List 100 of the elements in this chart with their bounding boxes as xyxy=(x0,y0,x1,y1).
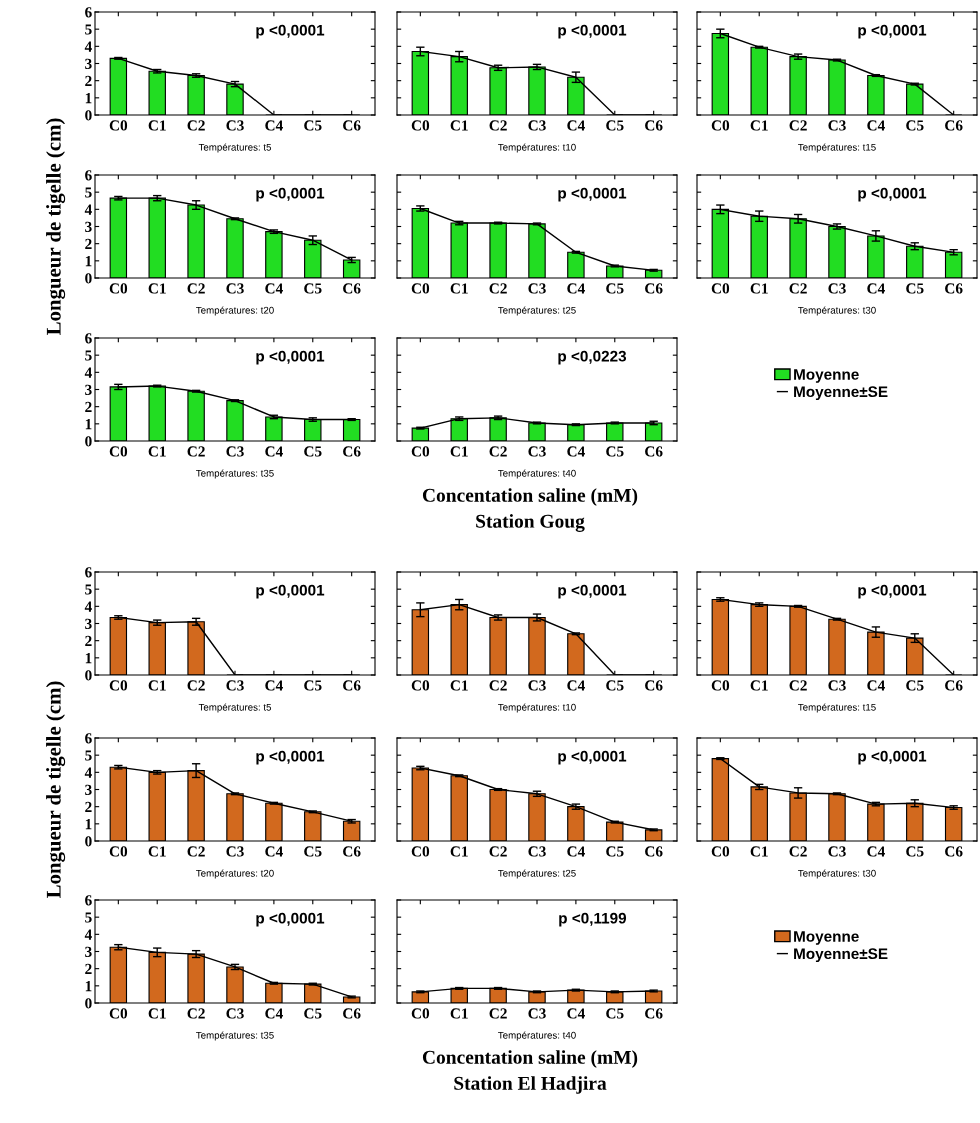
annotation: p <0,0001 xyxy=(256,24,325,39)
x-tick-label: C4 xyxy=(567,846,585,857)
x-axis-title: Températures: t40 xyxy=(498,1031,576,1041)
x-tick-label: C4 xyxy=(867,680,885,691)
x-tick-label: C5 xyxy=(304,283,322,294)
x-tick-label: C5 xyxy=(304,120,322,131)
annotation: p <0,0001 xyxy=(256,584,325,599)
x-tick-label: C2 xyxy=(187,120,205,131)
x-tick-label: C3 xyxy=(226,446,244,457)
x-tick-label: C2 xyxy=(789,120,807,131)
x-tick-label: C0 xyxy=(711,680,730,691)
x-tick-label: C3 xyxy=(226,680,244,691)
x-tick-label: C2 xyxy=(187,446,205,457)
x-tick-label: C5 xyxy=(906,283,924,294)
x-tick-label: C1 xyxy=(450,446,468,457)
x-axis-title: Températures: t35 xyxy=(196,469,274,479)
x-tick-label: C6 xyxy=(945,846,963,857)
x-axis-title: Températures: t25 xyxy=(498,306,576,316)
annotation: p <0,0223 xyxy=(558,350,627,365)
x-tick-label: C1 xyxy=(148,1008,166,1019)
x-tick-label: C4 xyxy=(567,1008,585,1019)
x-axis-title: Températures: t15 xyxy=(798,143,876,153)
annotation: p <0,0001 xyxy=(256,187,325,202)
annotation: p <0,0001 xyxy=(858,750,927,765)
x-tick-label: C1 xyxy=(450,283,468,294)
x-tick-label: C0 xyxy=(109,120,128,131)
x-tick-label: C6 xyxy=(645,1008,663,1019)
x-tick-label: C6 xyxy=(343,120,361,131)
x-tick-label: C0 xyxy=(411,120,430,131)
x-axis-title: Températures: t5 xyxy=(198,143,272,153)
y-tick-label: 4 xyxy=(84,601,92,612)
y-tick-label: 2 xyxy=(85,963,92,974)
x-tick-label: C0 xyxy=(109,846,128,857)
annotation: p <0,0001 xyxy=(256,350,325,365)
x-tick-label: C6 xyxy=(945,120,963,131)
x-tick-label: C3 xyxy=(528,283,546,294)
text: Moyenne±SE xyxy=(794,948,888,963)
x-tick-label: C1 xyxy=(148,846,166,857)
x-tick-label: C3 xyxy=(528,1008,546,1019)
x-tick-label: C5 xyxy=(906,846,924,857)
x-tick-label: C5 xyxy=(304,680,322,691)
x-axis-title: Températures: t10 xyxy=(498,143,576,153)
x-axis-title: Températures: t35 xyxy=(196,1031,274,1041)
x-tick-label: C6 xyxy=(343,680,361,691)
x-tick-label: C0 xyxy=(711,120,730,131)
text: Moyenne±SE xyxy=(794,386,888,401)
x-tick-label: C2 xyxy=(789,680,807,691)
y-tick-label: 5 xyxy=(85,912,92,923)
x-axis-title: Températures: t20 xyxy=(196,306,274,316)
annotation: p <0,0001 xyxy=(558,750,627,765)
x-tick-label: C3 xyxy=(226,1008,244,1019)
y-tick-label: 6 xyxy=(85,333,92,344)
x-tick-label: C4 xyxy=(265,283,283,294)
x-axis-title: Températures: t40 xyxy=(498,469,576,479)
x-tick-label: C0 xyxy=(411,283,430,294)
x-tick-label: C1 xyxy=(750,680,768,691)
y-tick-label: 5 xyxy=(85,750,92,761)
x-tick-label: C6 xyxy=(343,1008,361,1019)
y-tick-label: 6 xyxy=(85,170,92,181)
y-tick-label: 1 xyxy=(85,419,92,430)
y-tick-label: 1 xyxy=(85,256,92,267)
y-tick-label: 4 xyxy=(84,929,92,940)
annotation: p <0,0001 xyxy=(558,24,627,39)
y-tick-label: 1 xyxy=(85,819,92,830)
y-tick-label: 5 xyxy=(85,350,92,361)
x-tick-label: C6 xyxy=(645,446,663,457)
annotation: p <0,1199 xyxy=(559,912,627,927)
x-tick-label: C6 xyxy=(343,846,361,857)
y-tick-label: 0 xyxy=(85,836,92,847)
y-tick-label: 3 xyxy=(85,618,92,629)
y-tick-label: 0 xyxy=(85,670,92,681)
x-axis-title: Températures: t5 xyxy=(198,703,272,713)
x-tick-label: C1 xyxy=(148,283,166,294)
y-tick-label: 6 xyxy=(85,7,92,18)
x-tick-label: C4 xyxy=(265,446,283,457)
y-tick-label: 1 xyxy=(85,981,92,992)
x-tick-label: C1 xyxy=(450,120,468,131)
x-tick-label: C4 xyxy=(567,283,585,294)
x-tick-label: C0 xyxy=(711,846,730,857)
x-tick-label: C3 xyxy=(528,680,546,691)
x-tick-label: C2 xyxy=(187,1008,205,1019)
x-axis-title: Températures: t30 xyxy=(798,306,876,316)
x-tick-label: C2 xyxy=(187,283,205,294)
x-tick-label: C5 xyxy=(606,846,624,857)
y-tick-label: 5 xyxy=(85,187,92,198)
x-tick-label: C3 xyxy=(226,846,244,857)
x-tick-label: C0 xyxy=(109,446,128,457)
y-tick-label: 3 xyxy=(85,384,92,395)
y-tick-label: 4 xyxy=(84,767,92,778)
x-tick-label: C2 xyxy=(789,846,807,857)
x-tick-label: C2 xyxy=(789,283,807,294)
x-tick-label: C5 xyxy=(304,1008,322,1019)
x-tick-label: C1 xyxy=(148,446,166,457)
legend-label: Moyenne xyxy=(794,369,859,383)
x-tick-label: C0 xyxy=(109,1008,128,1019)
x-tick-label: C5 xyxy=(606,120,624,131)
x-axis-title: Températures: t30 xyxy=(798,869,876,879)
y-tick-label: 3 xyxy=(85,58,92,69)
y-axis-title: Longueur de tigelle (cm) xyxy=(46,681,66,899)
x-tick-label: C3 xyxy=(528,446,546,457)
